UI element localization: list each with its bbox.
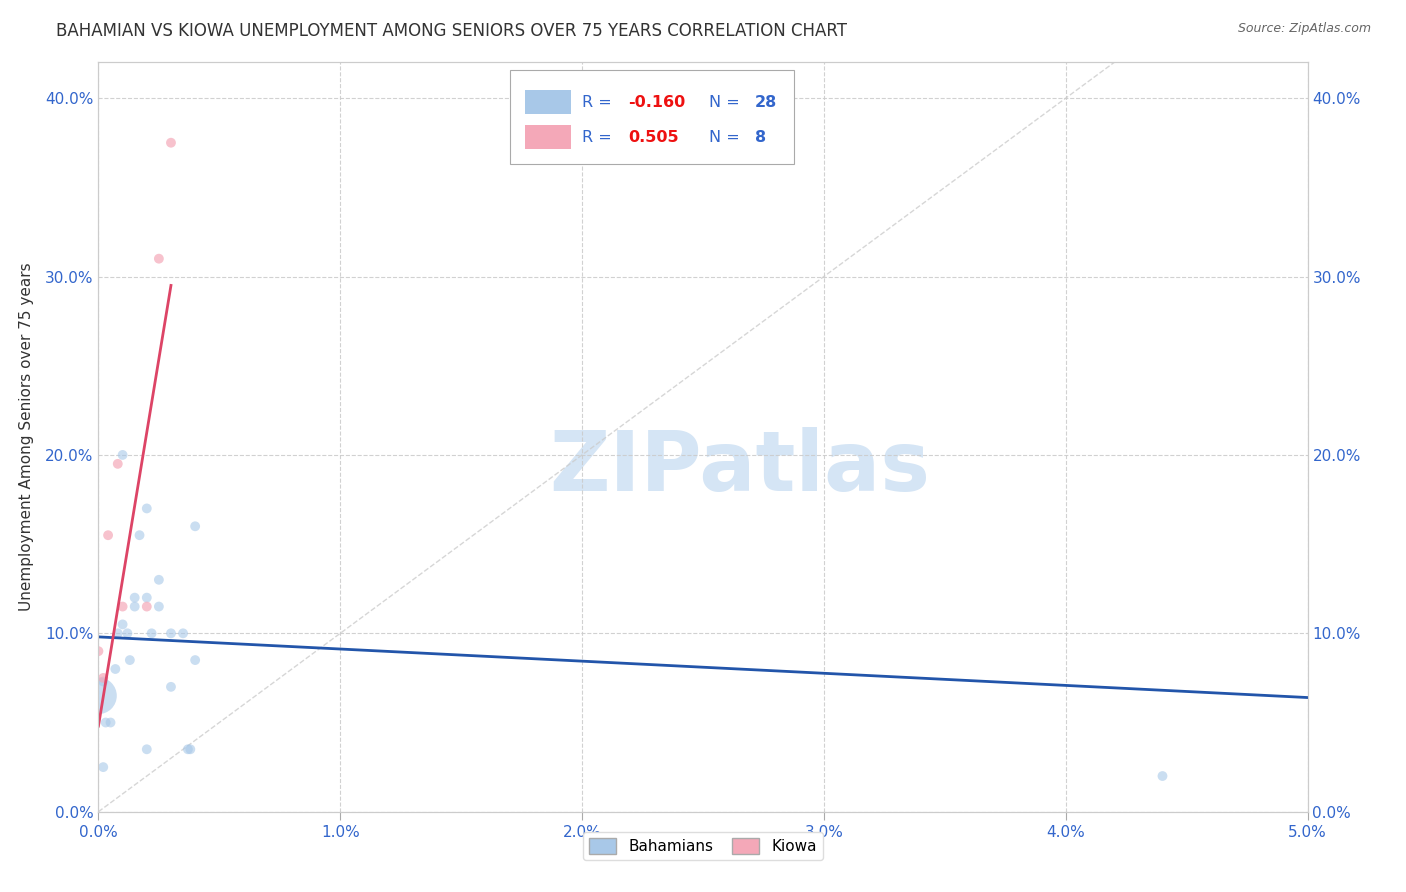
Point (160, 680, 183, 694)
Text: R =: R = (582, 95, 617, 110)
Point (172, 626, 194, 640)
Point (135, 599, 157, 614)
Point (94, 715, 117, 730)
Point (111, 599, 134, 614)
Text: BAHAMIAN VS KIOWA UNEMPLOYMENT AMONG SENIORS OVER 75 YEARS CORRELATION CHART: BAHAMIAN VS KIOWA UNEMPLOYMENT AMONG SEN… (56, 22, 848, 40)
Text: N =: N = (709, 130, 745, 145)
Point (177, 742, 200, 756)
Point (141, 626, 163, 640)
Bar (526, 126, 571, 149)
FancyBboxPatch shape (509, 70, 793, 163)
Point (184, 653, 207, 667)
Point (107, 457, 129, 471)
Point (117, 626, 139, 640)
Legend: Bahamians, Kiowa: Bahamians, Kiowa (582, 832, 824, 860)
Text: Source: ZipAtlas.com: Source: ZipAtlas.com (1237, 22, 1371, 36)
Text: N =: N = (709, 95, 745, 110)
Text: 8: 8 (755, 130, 766, 145)
Point (135, 501, 157, 516)
Point (1152, 769, 1174, 783)
Point (111, 448, 134, 462)
Bar (526, 90, 571, 114)
Point (148, 252, 170, 266)
Point (97, 528, 120, 542)
Point (128, 528, 150, 542)
Point (135, 591, 157, 605)
Text: 0.505: 0.505 (628, 130, 679, 145)
Point (160, 136, 183, 150)
Text: -0.160: -0.160 (628, 95, 685, 110)
Point (124, 591, 146, 605)
Y-axis label: Unemployment Among Seniors over 75 years: Unemployment Among Seniors over 75 years (18, 263, 34, 611)
Point (91, 674, 114, 689)
Text: R =: R = (582, 130, 617, 145)
Text: ZIPatlas: ZIPatlas (548, 426, 929, 508)
Point (135, 742, 157, 756)
Point (100, 715, 122, 730)
Point (184, 519, 207, 533)
Text: 28: 28 (755, 95, 778, 110)
Point (179, 742, 201, 756)
Point (104, 662, 127, 676)
Point (124, 599, 146, 614)
Point (87, 689, 110, 703)
Point (148, 599, 170, 614)
Point (148, 573, 170, 587)
Point (111, 617, 134, 632)
Point (87, 644, 110, 658)
Point (160, 626, 183, 640)
Point (107, 626, 129, 640)
Point (118, 653, 141, 667)
Point (91, 671, 114, 685)
Point (91, 760, 114, 774)
